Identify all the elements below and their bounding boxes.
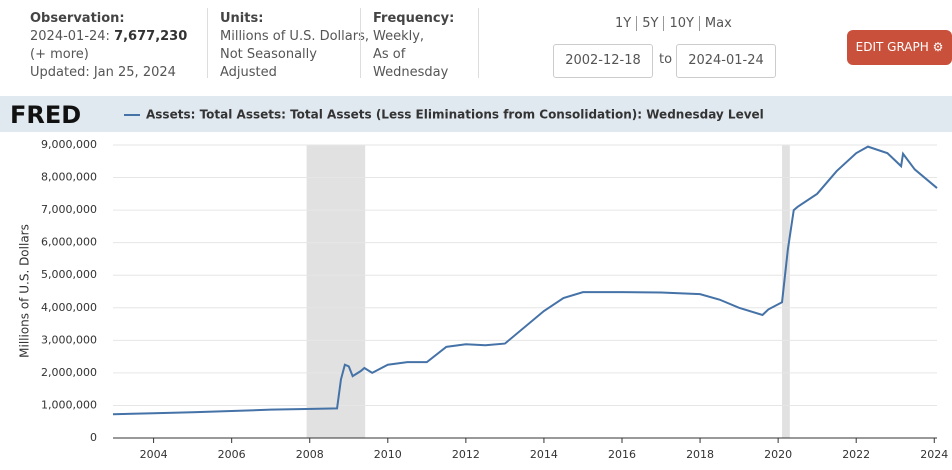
button-label: EDIT GRAPH [855, 40, 929, 54]
label: Observation: [30, 11, 125, 26]
label: Frequency: [373, 11, 455, 26]
units-line: Adjusted [220, 65, 277, 80]
series-line [112, 145, 938, 416]
y-tick-label: 1,000,000 [41, 398, 97, 411]
value: 7,677,230 [114, 29, 188, 44]
range-link[interactable]: 1Y [615, 16, 632, 31]
x-tick-label: 2008 [296, 448, 324, 461]
y-tick-label: 2,000,000 [41, 366, 97, 379]
header: Observation: 2024-01-24: 7,677,230 (+ mo… [0, 0, 952, 96]
y-tick-label: 4,000,000 [41, 301, 97, 314]
y-tick-label: 5,000,000 [41, 268, 97, 281]
legend-label: Assets: Total Assets: Total Assets (Less… [146, 108, 764, 122]
chart: FRED Assets: Total Assets: Total Assets … [0, 96, 952, 470]
x-tick-label: 2022 [842, 448, 870, 461]
start-date[interactable]: 2002-12-18 [553, 44, 653, 78]
units-line: Not Seasonally [220, 47, 317, 62]
x-tick-label: 2024 [920, 448, 948, 461]
frequency-line: Weekly, [373, 29, 425, 44]
x-tick-label: 2010 [374, 448, 402, 461]
range-link[interactable]: Max [698, 16, 737, 31]
y-tick-label: 7,000,000 [41, 203, 97, 216]
x-tick-label: 2004 [140, 448, 168, 461]
range-link[interactable]: 10Y [663, 16, 699, 31]
x-tick-label: 2014 [530, 448, 558, 461]
label: Units: [220, 11, 264, 26]
y-axis-label: Millions of U.S. Dollars [18, 224, 32, 358]
units-line: Millions of U.S. Dollars, [220, 29, 369, 44]
range-links: 1Y 5Y 10Y Max [610, 16, 737, 31]
y-tick-label: 6,000,000 [41, 236, 97, 249]
x-tick-label: 2012 [452, 448, 480, 461]
edit-graph-button[interactable]: EDIT GRAPH ⚙ [847, 30, 952, 65]
recession-shade [306, 145, 366, 438]
x-tick-label: 2018 [686, 448, 714, 461]
to: to [659, 52, 673, 67]
logo[interactable]: FRED [10, 101, 81, 129]
range-link[interactable]: 5Y [636, 16, 664, 31]
x-tick-label: 2006 [218, 448, 246, 461]
x-tick-label: 2020 [764, 448, 792, 461]
more-link[interactable]: (+ more) [30, 47, 89, 62]
frequency-line: Wednesday [373, 65, 449, 80]
y-tick-label: 8,000,000 [41, 171, 97, 184]
units: Units: Millions of U.S. Dollars, Not Seaso… [220, 10, 369, 82]
frequency: Frequency: Weekly, As of Wednesday [373, 10, 454, 82]
end-date[interactable]: 2024-01-24 [676, 44, 776, 78]
recession-shade [782, 145, 790, 438]
y-tick-label: 0 [90, 431, 97, 444]
y-tick-label: 9,000,000 [41, 138, 97, 151]
frequency-line: As of [373, 47, 406, 62]
x-tick-label: 2016 [608, 448, 636, 461]
observation: Observation: 2024-01-24: 7,677,230 (+ mo… [30, 10, 187, 82]
y-tick-label: 3,000,000 [41, 333, 97, 346]
updated: Updated: Jan 25, 2024 [30, 65, 176, 80]
date: 2024-01-24: [30, 29, 110, 44]
